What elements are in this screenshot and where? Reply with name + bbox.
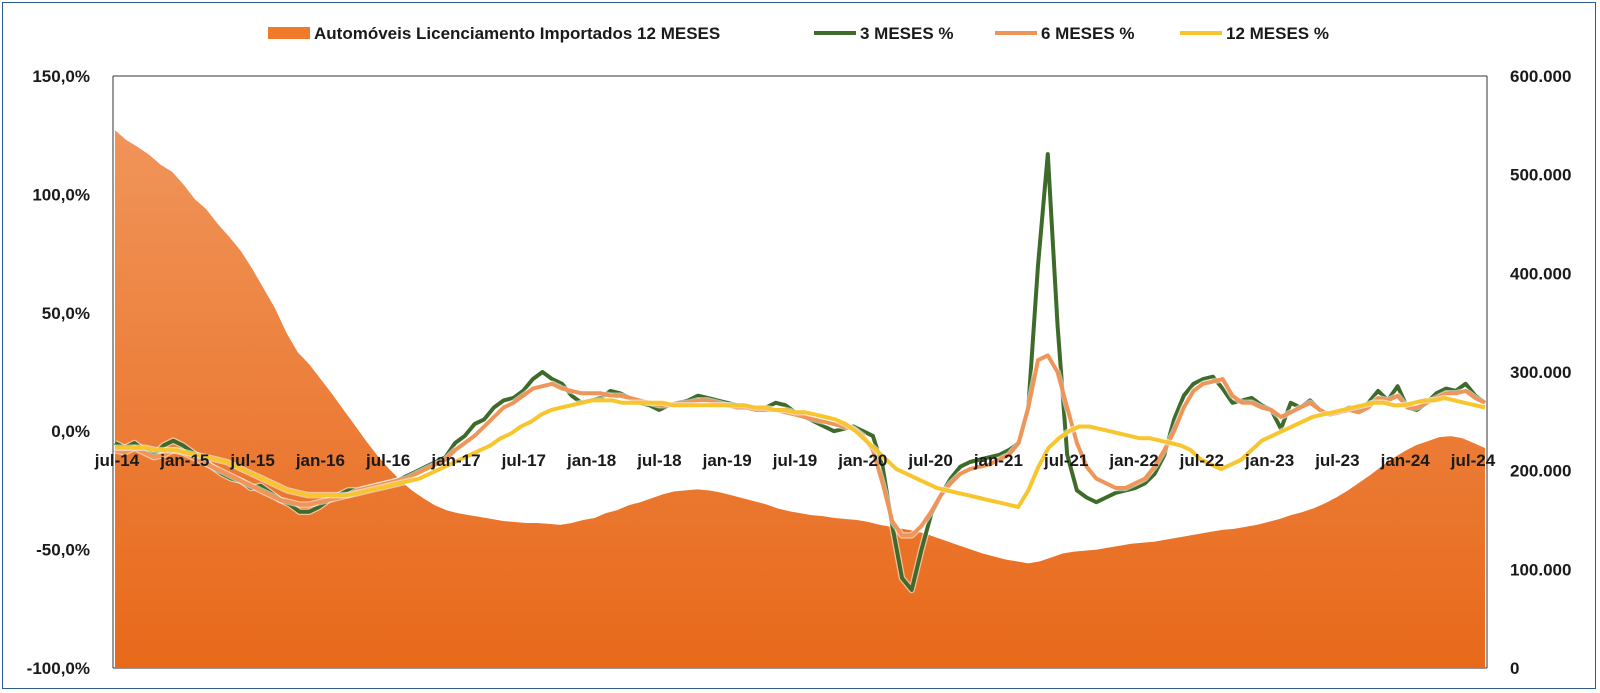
y-left-tick-label: -100,0%	[27, 659, 90, 678]
x-tick-label: jan-23	[1244, 451, 1294, 470]
area-series-importados	[115, 130, 1485, 669]
y-right-tick-label: 0	[1510, 659, 1519, 678]
x-tick-label: jul-18	[636, 451, 681, 470]
x-tick-label: jul-22	[1179, 451, 1224, 470]
x-tick-label: jul-14	[94, 451, 140, 470]
x-tick-label: jul-20	[907, 451, 952, 470]
legend-label: 6 MESES %	[1041, 24, 1135, 43]
x-tick-label: jan-17	[430, 451, 480, 470]
y-left-tick-label: 50,0%	[42, 304, 90, 323]
x-tick-label: jan-20	[837, 451, 887, 470]
x-tick-label: jan-16	[295, 451, 345, 470]
y-right-tick-label: 100.000	[1510, 560, 1571, 579]
y-right-tick-label: 600.000	[1510, 67, 1571, 86]
legend-swatch-area	[268, 27, 310, 39]
x-tick-label: jul-17	[501, 451, 546, 470]
y-right-tick-label: 200.000	[1510, 462, 1571, 481]
x-tick-label: jan-21	[973, 451, 1023, 470]
y-right-tick-label: 300.000	[1510, 363, 1571, 382]
legend-label: 12 MESES %	[1226, 24, 1329, 43]
y-left-tick-label: 150,0%	[32, 67, 90, 86]
legend-label: Automóveis Licenciamento Importados 12 M…	[314, 24, 720, 43]
x-tick-label: jul-23	[1314, 451, 1359, 470]
x-tick-label: jan-22	[1108, 451, 1158, 470]
x-tick-label: jul-15	[229, 451, 274, 470]
y-right-tick-label: 400.000	[1510, 264, 1571, 283]
y-left-tick-label: 0,0%	[51, 422, 90, 441]
y-left-tick-label: -50,0%	[36, 541, 90, 560]
x-tick-label: jul-21	[1043, 451, 1088, 470]
x-tick-label: jul-24	[1450, 451, 1496, 470]
x-tick-label: jan-15	[159, 451, 209, 470]
series-line-12-meses	[115, 396, 1486, 509]
x-tick-label: jan-24	[1380, 451, 1431, 470]
legend-label: 3 MESES %	[860, 24, 954, 43]
x-tick-label: jan-19	[702, 451, 752, 470]
x-tick-label: jan-18	[566, 451, 616, 470]
y-left-tick-label: 100,0%	[32, 185, 90, 204]
x-tick-label: jul-16	[365, 451, 410, 470]
x-tick-label: jul-19	[772, 451, 817, 470]
y-right-tick-label: 500.000	[1510, 166, 1571, 185]
